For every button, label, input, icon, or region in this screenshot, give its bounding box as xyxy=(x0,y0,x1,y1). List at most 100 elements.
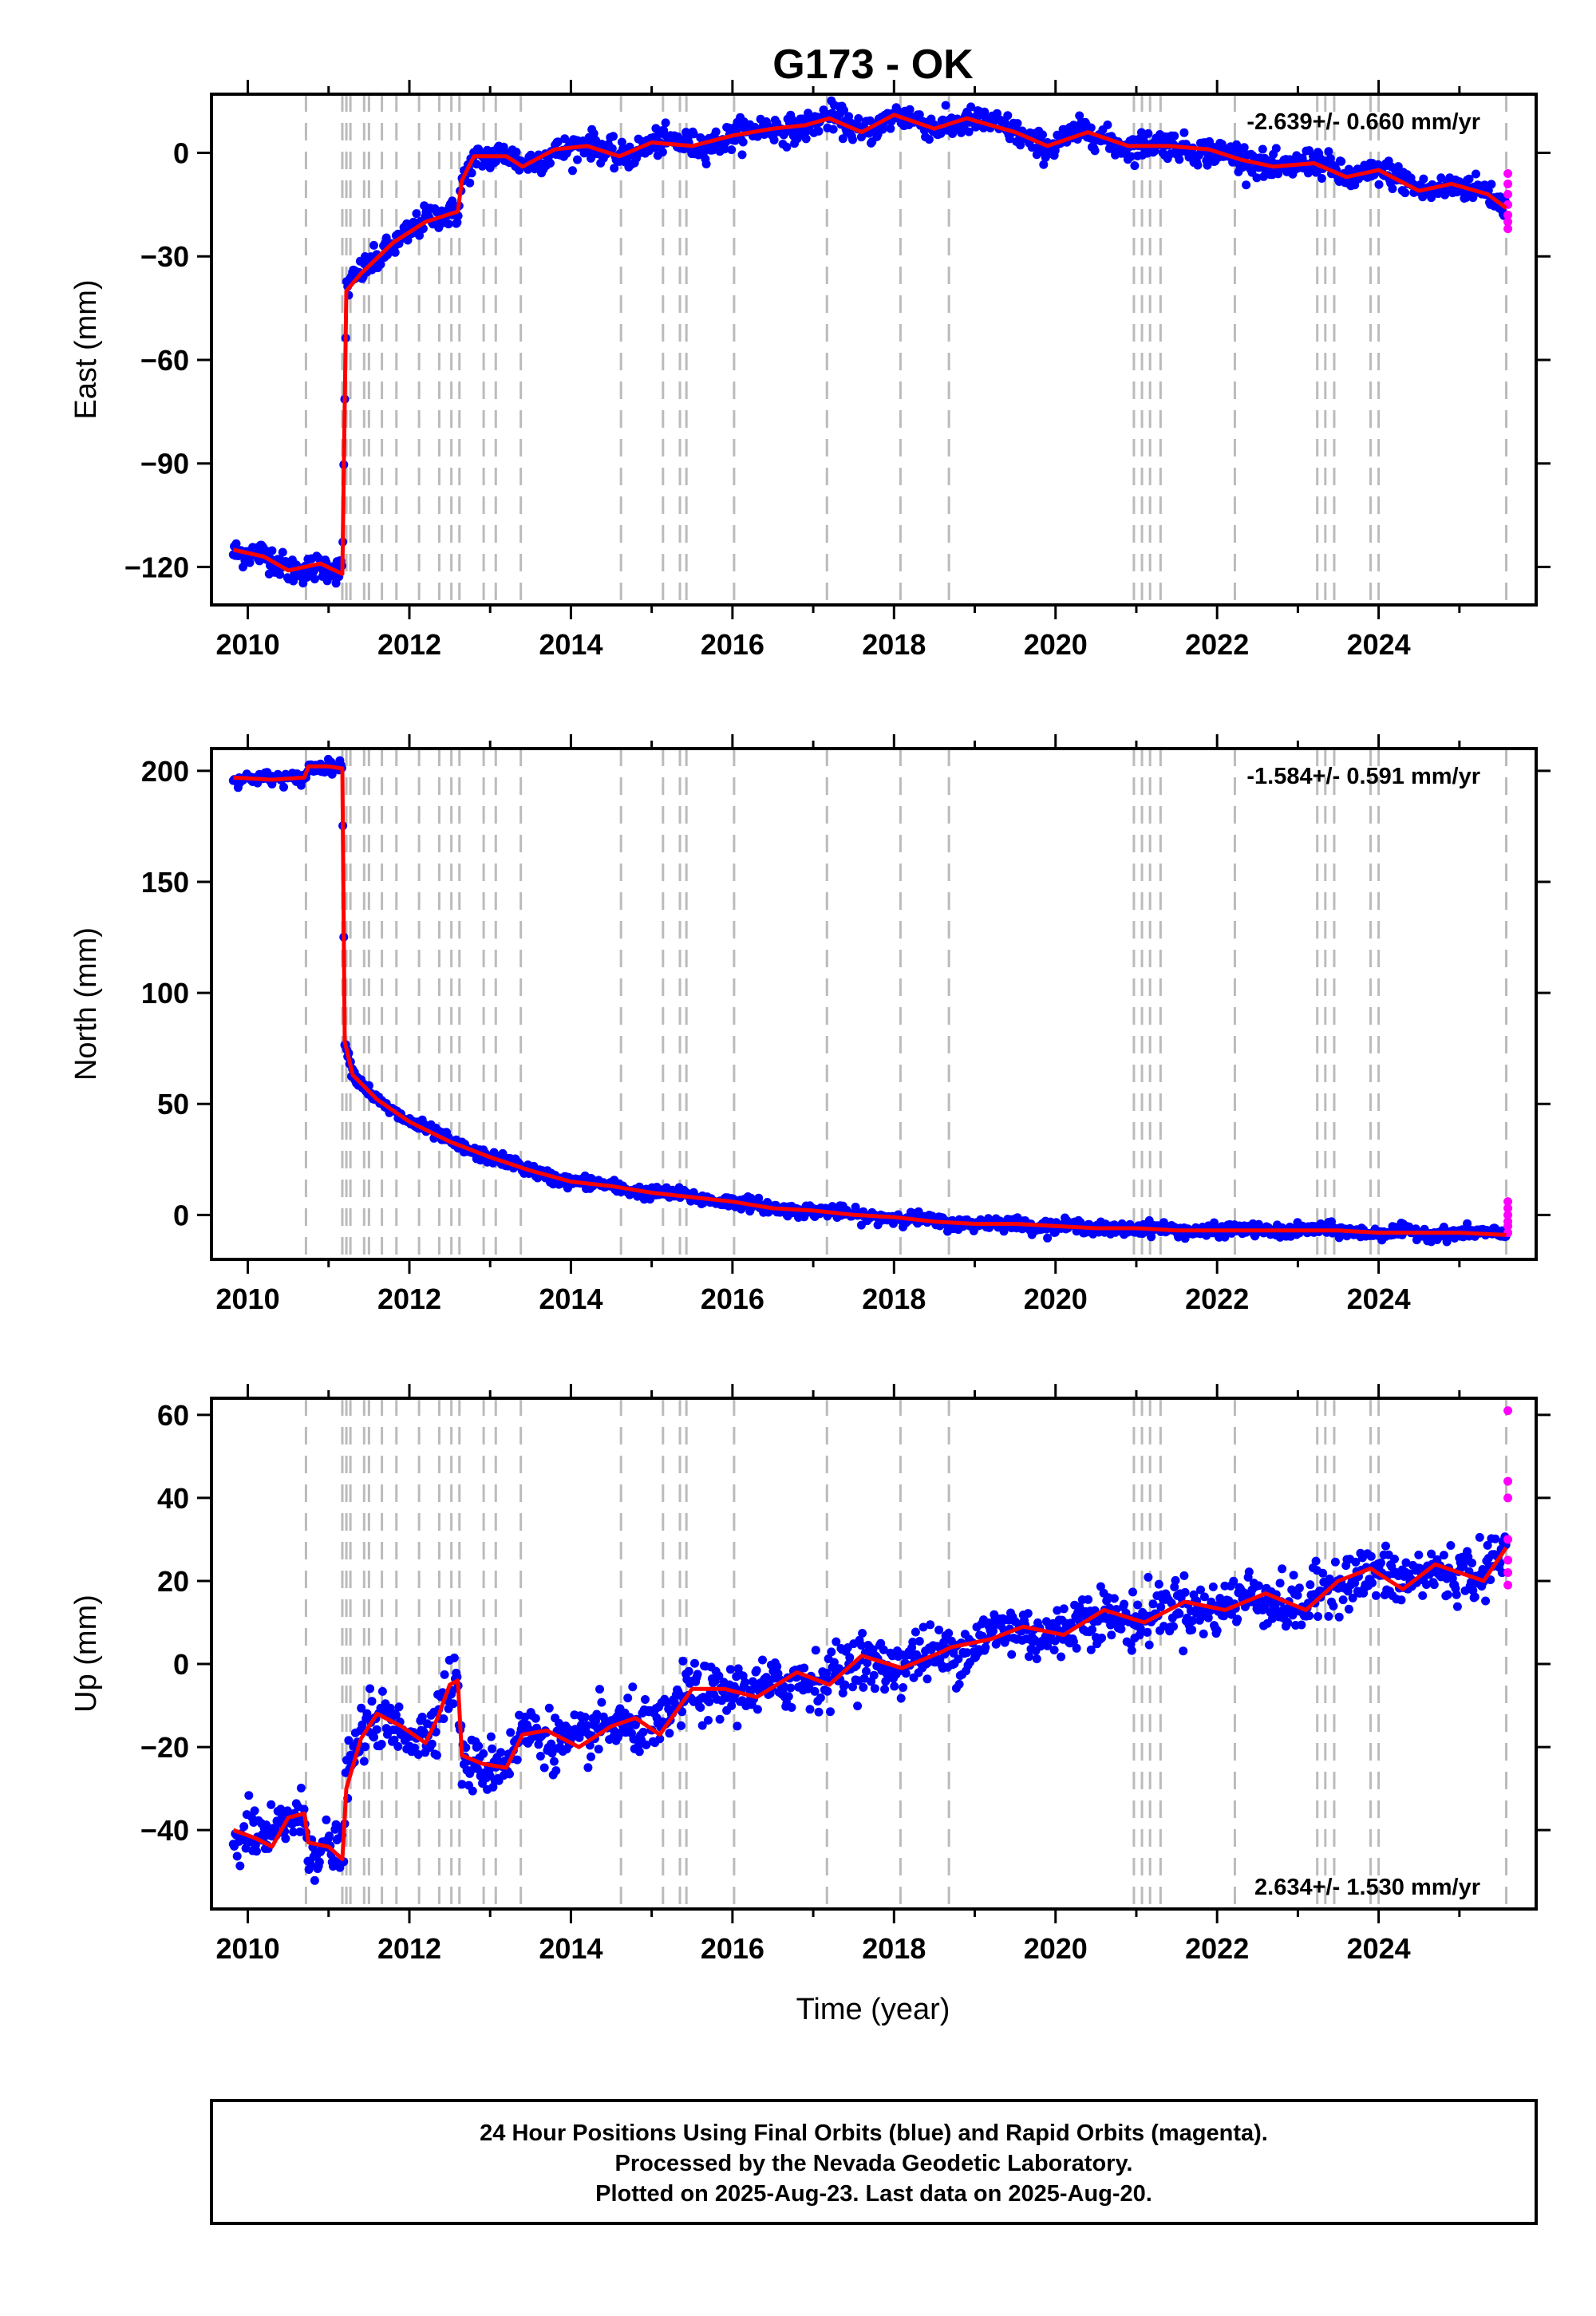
data-point xyxy=(962,1648,972,1658)
data-point xyxy=(738,137,748,147)
data-point xyxy=(1032,1654,1041,1664)
data-point xyxy=(573,155,582,164)
data-point xyxy=(924,135,934,144)
rapid-point xyxy=(1503,1555,1513,1565)
data-point xyxy=(551,1766,561,1776)
data-point xyxy=(1324,147,1333,156)
data-point xyxy=(915,110,924,120)
data-point xyxy=(845,1653,855,1662)
data-point xyxy=(838,1688,847,1697)
data-point xyxy=(597,1697,606,1707)
data-point xyxy=(479,1749,488,1758)
data-point xyxy=(715,1714,725,1724)
y-axis-label-east: East (mm) xyxy=(69,279,103,419)
data-point xyxy=(772,1662,782,1671)
x-tick-label: 2022 xyxy=(1185,628,1249,661)
data-point xyxy=(1483,1540,1492,1550)
data-point xyxy=(427,1739,437,1749)
data-point xyxy=(609,132,618,141)
data-point xyxy=(655,1734,665,1744)
data-point xyxy=(1381,1541,1390,1551)
data-point xyxy=(827,1647,836,1657)
data-point xyxy=(413,1750,423,1759)
data-point xyxy=(289,1828,298,1836)
data-point xyxy=(1170,131,1179,140)
y-tick-label: −120 xyxy=(124,551,189,583)
y-tick-label: 20 xyxy=(157,1565,189,1598)
x-tick-label: 2012 xyxy=(377,628,441,661)
data-point xyxy=(1344,1604,1353,1614)
data-point xyxy=(733,1721,742,1731)
rapid-point xyxy=(1503,217,1513,227)
data-point xyxy=(811,1646,820,1655)
data-point xyxy=(1188,1616,1198,1626)
data-point xyxy=(1148,1599,1158,1609)
data-point xyxy=(727,1701,737,1710)
rapid-orbit-points-up xyxy=(1503,1406,1513,1590)
data-point xyxy=(642,1740,651,1749)
data-point xyxy=(1057,1652,1066,1662)
x-axis-label: Time (year) xyxy=(796,1993,950,2026)
data-point xyxy=(840,1680,850,1690)
data-point xyxy=(859,1674,869,1683)
data-point xyxy=(1086,1645,1096,1654)
data-point xyxy=(810,1686,820,1696)
data-point xyxy=(583,1721,592,1730)
data-point xyxy=(452,218,462,227)
data-point xyxy=(786,1683,796,1693)
data-point xyxy=(752,1666,761,1675)
data-point xyxy=(1305,1611,1314,1621)
data-point xyxy=(1023,1609,1033,1618)
data-point xyxy=(252,1847,261,1856)
data-point xyxy=(1294,1583,1304,1593)
data-point xyxy=(754,1193,764,1203)
data-point xyxy=(583,1763,593,1773)
data-point xyxy=(689,129,698,139)
data-point xyxy=(595,1685,604,1694)
data-point xyxy=(1297,1620,1306,1630)
data-point xyxy=(357,1703,366,1713)
data-point xyxy=(1429,1580,1439,1590)
data-point xyxy=(1144,1572,1153,1582)
data-point xyxy=(412,209,421,219)
data-point xyxy=(677,1721,685,1730)
data-point xyxy=(314,1857,324,1867)
data-point xyxy=(638,1727,648,1737)
data-point xyxy=(310,575,319,583)
data-point xyxy=(1414,1550,1424,1559)
data-point xyxy=(1203,160,1212,170)
rapid-point xyxy=(1503,1580,1513,1590)
data-point xyxy=(1233,1614,1242,1624)
data-point xyxy=(658,148,667,157)
data-point xyxy=(1491,1534,1500,1543)
data-point xyxy=(1053,130,1062,140)
panel-up: 2010 2012 2014 2016 2018 2020 2022 2024 60 40 20 0 −… xyxy=(69,1384,1551,1965)
data-point xyxy=(1130,161,1140,171)
data-point xyxy=(377,1686,387,1696)
data-point xyxy=(828,124,838,134)
rapid-point xyxy=(1503,224,1513,234)
data-point xyxy=(1271,144,1281,153)
data-point xyxy=(1171,1575,1180,1585)
data-point xyxy=(816,1693,825,1702)
data-point xyxy=(848,1682,857,1692)
data-point xyxy=(725,1665,735,1674)
x-tick-label: 2012 xyxy=(377,1282,441,1315)
data-point xyxy=(1368,1578,1377,1587)
data-point xyxy=(1442,1237,1452,1247)
data-point xyxy=(1242,180,1251,190)
data-point xyxy=(534,1740,543,1749)
x-tick-label: 2024 xyxy=(1347,1282,1411,1315)
data-point xyxy=(1179,1646,1188,1656)
data-point xyxy=(306,1860,315,1869)
data-point xyxy=(448,196,457,206)
data-point xyxy=(245,558,255,567)
event-lines-north xyxy=(304,749,1508,1259)
data-point xyxy=(617,137,626,147)
data-point xyxy=(899,1683,908,1692)
data-point xyxy=(547,1749,557,1758)
data-point xyxy=(690,1658,699,1668)
data-point xyxy=(1075,111,1084,121)
data-point xyxy=(1039,160,1049,169)
data-point xyxy=(1208,1582,1218,1591)
